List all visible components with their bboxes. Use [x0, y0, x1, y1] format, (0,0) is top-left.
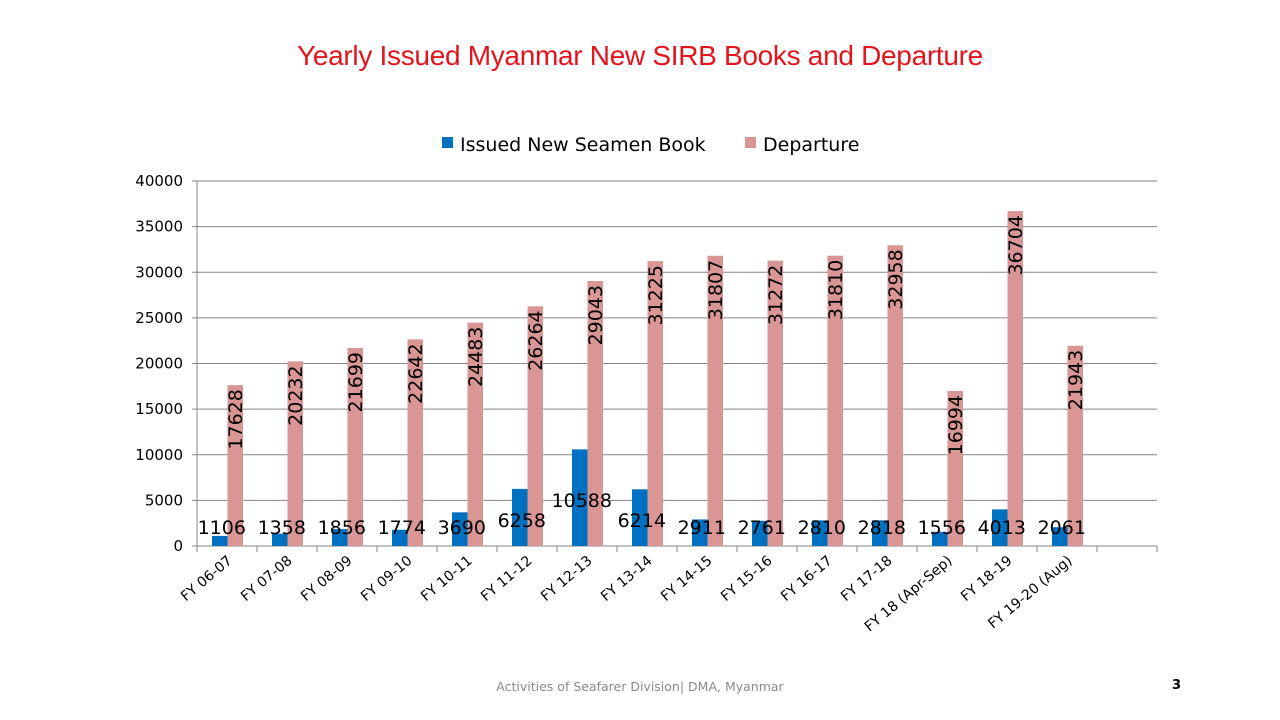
data-label-departure: 22642 [405, 343, 427, 403]
x-tick-label: FY 10-11 [418, 553, 476, 605]
x-tick-label: FY 16-17 [778, 553, 836, 605]
x-tick-label: FY 13-14 [598, 553, 656, 605]
legend-label-issued: Issued New Seamen Book [460, 134, 706, 156]
bar-issued-new-seamen-book [512, 488, 528, 546]
bar-issued-new-seamen-book [992, 509, 1008, 546]
x-tick-label: FY 17-18 [838, 553, 896, 605]
x-tick-label: FY 11-12 [478, 553, 536, 605]
data-label-issued: 6214 [618, 510, 666, 532]
bar-departure [587, 280, 603, 546]
data-label-departure: 24483 [465, 327, 487, 387]
x-tick-label: FY 18-19 [958, 553, 1016, 605]
bar-issued-new-seamen-book [812, 520, 828, 546]
data-label-departure: 31225 [645, 265, 667, 325]
x-tick-label: FY 06-07 [178, 553, 236, 605]
y-tick-label: 30000 [135, 263, 183, 281]
data-label-departure: 21943 [1065, 350, 1087, 410]
bar-issued-new-seamen-book [452, 512, 468, 546]
data-label-issued: 1774 [378, 517, 426, 539]
bar-departure [887, 245, 903, 547]
data-label-issued: 1358 [258, 517, 306, 539]
y-tick-label: 5000 [145, 491, 183, 509]
data-label-departure: 31807 [705, 260, 727, 320]
y-tick-label: 25000 [135, 309, 183, 327]
y-tick-label: 20000 [135, 355, 183, 373]
x-tick-label: FY 08-09 [298, 553, 356, 605]
bar-departure [347, 347, 363, 546]
data-label-issued: 1556 [918, 517, 966, 539]
legend-swatch-issued [442, 137, 453, 148]
x-tick-label: FY 07-08 [238, 553, 296, 605]
bar-issued-new-seamen-book [752, 520, 768, 546]
bar-issued-new-seamen-book [872, 520, 888, 546]
data-label-departure: 16994 [945, 395, 967, 455]
bar-departure [287, 361, 303, 546]
bar-issued-new-seamen-book [572, 449, 588, 546]
bar-departure [767, 260, 783, 546]
chart-title: Yearly Issued Myanmar New SIRB Books and… [297, 40, 983, 71]
y-tick-label: 40000 [135, 172, 183, 190]
bar-departure [227, 385, 243, 546]
data-label-issued: 1106 [198, 517, 246, 539]
bar-departure [1007, 211, 1023, 547]
y-tick-label: 15000 [135, 400, 183, 418]
bar-issued-new-seamen-book [212, 535, 228, 546]
bar-departure [947, 390, 963, 546]
data-label-issued: 2818 [858, 517, 906, 539]
slide-footer: Activities of Seafarer Division| DMA, My… [496, 679, 784, 694]
data-label-issued: 10588 [552, 490, 612, 512]
data-label-issued: 2810 [798, 517, 846, 539]
legend-swatch-departure [745, 137, 756, 148]
data-label-departure: 36704 [1005, 215, 1027, 275]
bar-issued-new-seamen-book [272, 533, 288, 546]
data-label-issued: 2761 [738, 517, 786, 539]
bar-issued-new-seamen-book [332, 529, 348, 546]
bar-issued-new-seamen-book [1052, 527, 1068, 546]
legend-label-departure: Departure [763, 134, 859, 156]
x-tick-label: FY 09-10 [358, 553, 416, 605]
data-label-issued: 3690 [438, 517, 486, 539]
bar-issued-new-seamen-book [392, 529, 408, 546]
data-label-issued: 4013 [978, 517, 1026, 539]
bar-departure [1067, 345, 1083, 546]
bar-departure [827, 255, 843, 546]
data-label-departure: 26264 [525, 310, 547, 370]
bar-departure [467, 322, 483, 546]
data-label-issued: 1856 [318, 517, 366, 539]
data-label-departure: 31810 [825, 260, 847, 320]
data-label-departure: 17628 [225, 389, 247, 449]
x-tick-label: FY 14-15 [658, 553, 716, 605]
page-number: 3 [1172, 678, 1182, 693]
bar-departure [407, 339, 423, 546]
y-tick-label: 35000 [135, 218, 183, 236]
bar-issued-new-seamen-book [632, 489, 648, 546]
bar-departure [527, 306, 543, 546]
bar-departure [707, 255, 723, 547]
x-tick-label: FY 12-13 [538, 553, 596, 605]
y-tick-label: 0 [173, 537, 183, 555]
y-tick-label: 10000 [135, 446, 183, 464]
data-label-issued: 2061 [1038, 517, 1086, 539]
x-tick-label: FY 15-16 [718, 553, 776, 605]
data-label-departure: 21699 [345, 352, 367, 412]
data-label-departure: 32958 [885, 249, 907, 309]
data-label-departure: 29043 [585, 285, 607, 345]
data-label-departure: 20232 [285, 365, 307, 425]
bar-issued-new-seamen-book [692, 519, 708, 546]
bar-departure [647, 261, 663, 546]
data-label-issued: 6258 [498, 510, 546, 532]
data-label-departure: 31272 [765, 265, 787, 325]
data-label-issued: 2911 [678, 517, 726, 539]
bar-issued-new-seamen-book [932, 531, 948, 546]
